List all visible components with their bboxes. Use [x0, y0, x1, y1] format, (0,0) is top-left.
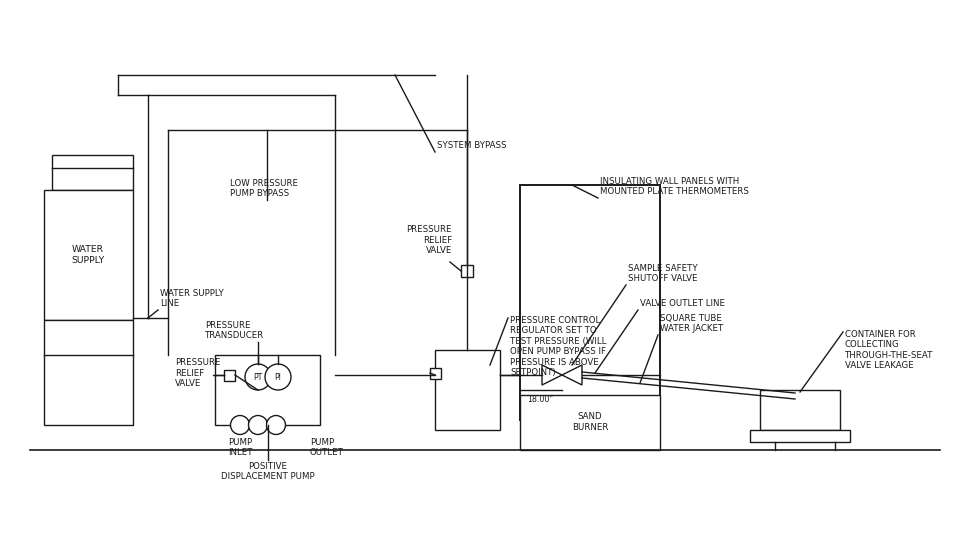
Polygon shape [542, 365, 561, 385]
Text: VALVE OUTLET LINE: VALVE OUTLET LINE [640, 299, 724, 308]
Circle shape [245, 364, 270, 390]
Bar [519, 185, 659, 420]
Text: 18.00": 18.00" [526, 395, 552, 404]
Text: LOW PRESSURE
PUMP BYPASS: LOW PRESSURE PUMP BYPASS [230, 179, 297, 198]
Text: SYSTEM BYPASS: SYSTEM BYPASS [437, 141, 506, 150]
Text: SAND
BURNER: SAND BURNER [571, 412, 608, 432]
Text: WATER SUPPLY
LINE: WATER SUPPLY LINE [160, 289, 224, 308]
Text: PUMP
OUTLET: PUMP OUTLET [310, 438, 344, 457]
Text: PRESSURE
RELIEF
VALVE: PRESSURE RELIEF VALVE [406, 225, 452, 255]
Text: SQUARE TUBE
WATER JACKET: SQUARE TUBE WATER JACKET [659, 314, 723, 333]
Circle shape [231, 416, 249, 435]
Text: SAMPLE SAFETY
SHUTOFF VALVE: SAMPLE SAFETY SHUTOFF VALVE [627, 264, 697, 283]
Text: PRESSURE
RELIEF
VALVE: PRESSURE RELIEF VALVE [174, 358, 220, 388]
Bar [44, 320, 133, 425]
Circle shape [265, 364, 291, 390]
Text: PRESSURE CONTROL
REGULATOR SET TO
TEST PRESSURE (WILL
OPEN PUMP BYPASS IF
PRESSU: PRESSURE CONTROL REGULATOR SET TO TEST P… [510, 316, 606, 377]
Text: PT: PT [253, 372, 263, 381]
Text: INSULATING WALL PANELS WITH
MOUNTED PLATE THERMOMETERS: INSULATING WALL PANELS WITH MOUNTED PLAT… [600, 176, 748, 196]
Bar [434, 350, 499, 430]
Polygon shape [561, 365, 581, 385]
Bar [429, 368, 441, 379]
Bar [749, 430, 849, 442]
Circle shape [266, 416, 285, 435]
Bar [760, 390, 839, 430]
Text: PUMP
INLET: PUMP INLET [228, 438, 252, 457]
Bar [519, 395, 659, 450]
Bar [52, 155, 133, 190]
Bar [460, 265, 473, 277]
Text: PI: PI [274, 372, 281, 381]
Text: POSITIVE
DISPLACEMENT PUMP: POSITIVE DISPLACEMENT PUMP [221, 462, 315, 481]
Bar [215, 355, 320, 425]
Text: PRESSURE
TRANSDUCER: PRESSURE TRANSDUCER [204, 321, 264, 340]
Text: CONTAINER FOR
COLLECTING
THROUGH-THE-SEAT
VALVE LEAKAGE: CONTAINER FOR COLLECTING THROUGH-THE-SEA… [844, 330, 932, 370]
Bar [44, 190, 133, 320]
Circle shape [248, 416, 267, 435]
Bar [224, 370, 234, 381]
Text: WATER
SUPPLY: WATER SUPPLY [72, 245, 105, 265]
